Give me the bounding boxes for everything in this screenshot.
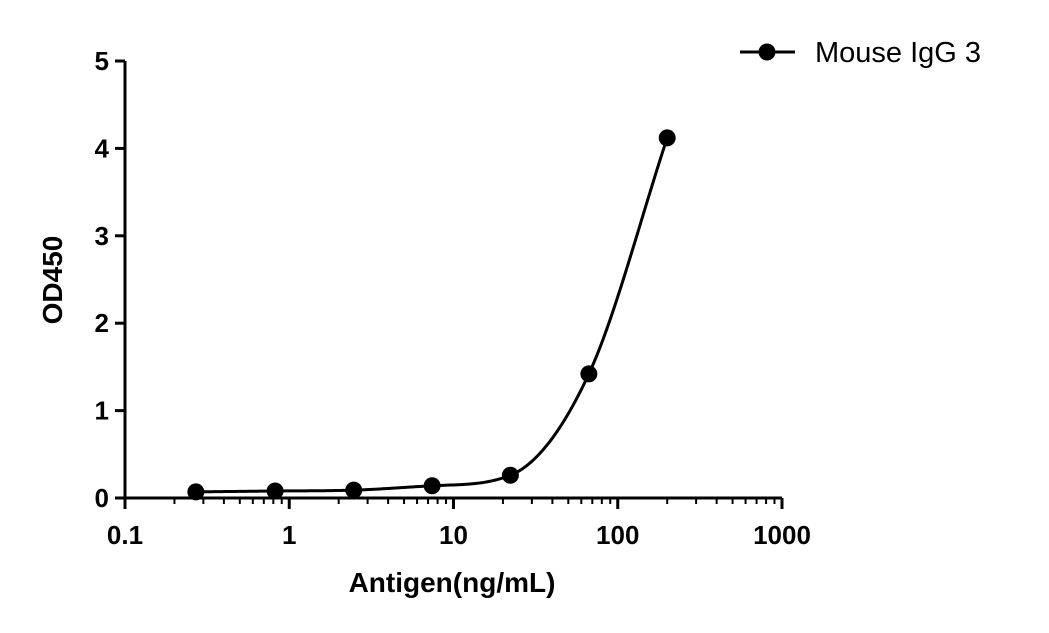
legend-label: Mouse IgG 3 [815, 37, 981, 69]
y-tick-label: 5 [95, 46, 109, 76]
x-ticks: 0.1 1 10 100 1000 [107, 498, 811, 550]
data-point [580, 365, 598, 383]
x-axis-title: Antigen(ng/mL) [349, 567, 556, 598]
data-point [501, 466, 519, 484]
data-points [187, 129, 676, 501]
y-ticks: 0 1 2 3 4 5 [95, 46, 125, 513]
fit-curve [195, 137, 669, 494]
y-tick-label: 0 [95, 483, 109, 513]
data-point [187, 483, 205, 501]
x-tick-label: 0.1 [107, 520, 143, 550]
legend: Mouse IgG 3 [740, 37, 981, 69]
y-axis-title: OD450 [37, 236, 68, 325]
y-tick-label: 3 [95, 221, 109, 251]
data-point [423, 477, 441, 495]
data-point [658, 129, 676, 147]
data-point [345, 481, 363, 499]
y-tick-label: 4 [95, 133, 110, 163]
y-tick-label: 1 [95, 396, 109, 426]
x-tick-label: 100 [596, 520, 639, 550]
legend-marker [758, 43, 776, 61]
data-point [266, 482, 284, 500]
y-tick-label: 2 [95, 308, 109, 338]
x-tick-label: 1 [282, 520, 296, 550]
x-tick-label: 10 [439, 520, 468, 550]
x-tick-label: 1000 [753, 520, 811, 550]
axes [123, 61, 782, 500]
